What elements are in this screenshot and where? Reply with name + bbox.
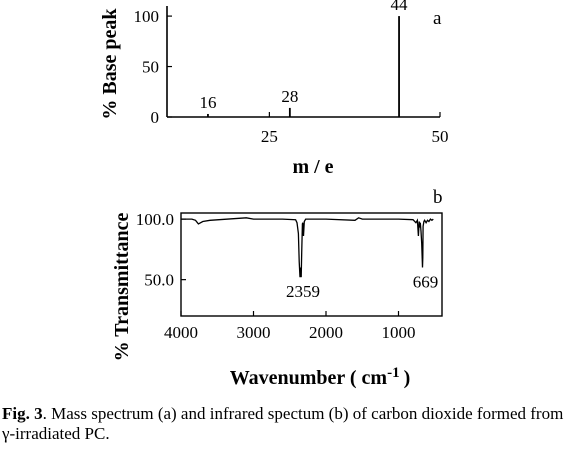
ir-x-axis-title-main: Wavenumber ( cm	[230, 367, 388, 389]
ms-y-tick-label: 0	[151, 108, 160, 127]
ir-spectrum-panel: 50.0 100.0 4000 3000 2000 1000 2359 669 % Tra…	[111, 187, 443, 389]
caption-text: . Mass spectrum (a) and infrared spectum…	[2, 404, 564, 443]
ir-x-tick-label: 2000	[309, 323, 343, 342]
ir-x-tick-label: 3000	[237, 323, 271, 342]
ms-y-tick-label: 100	[134, 7, 160, 26]
ms-y-axis-title: % Base peak	[99, 8, 121, 120]
ms-peak-label: 44	[391, 0, 409, 14]
ms-y-ticks: 0 50 100	[134, 7, 172, 127]
figure-caption: Fig. 3. Mass spectrum (a) and infrared s…	[2, 404, 578, 444]
ir-spectrum-line	[181, 217, 434, 278]
mass-spectrum-panel: 0 50 100 25 50 16 28 44 % Base peak m / e a	[99, 0, 449, 178]
ms-y-tick-label: 50	[142, 58, 159, 77]
ms-peak-label: 16	[199, 93, 216, 112]
ms-x-tick-label: 25	[261, 127, 278, 146]
ms-peak-labels: 16 28 44	[199, 0, 408, 112]
ms-peak-label: 28	[281, 87, 298, 106]
ir-x-tick-label: 4000	[164, 323, 198, 342]
ir-plot-frame	[180, 212, 443, 317]
ir-y-axis-title: % Transmittance	[111, 213, 133, 362]
ir-x-axis-title: Wavenumber ( cm-1)	[230, 365, 411, 389]
caption-figure-number: Fig. 3	[2, 404, 43, 423]
ms-x-tick-label: 50	[432, 127, 449, 146]
ir-peak-label: 2359	[286, 282, 320, 301]
ms-x-axis-title: m / e	[292, 156, 333, 178]
ir-y-ticks: 50.0 100.0	[136, 210, 186, 290]
ms-x-ticks: 25 50	[261, 112, 449, 146]
ir-peak-labels: 2359 669	[286, 273, 438, 302]
ir-y-tick-label: 50.0	[144, 271, 174, 290]
ir-x-axis-title-close: )	[404, 367, 411, 389]
ir-x-tick-label: 1000	[382, 323, 416, 342]
ms-panel-letter: a	[433, 8, 442, 29]
ir-x-axis-title-sup: -1	[387, 365, 400, 381]
ir-peak-label: 669	[413, 273, 439, 292]
ir-x-ticks: 4000 3000 2000 1000	[164, 311, 416, 342]
ms-bars	[207, 16, 400, 117]
ir-y-tick-label: 100.0	[136, 210, 174, 229]
ir-panel-letter: b	[433, 187, 443, 208]
